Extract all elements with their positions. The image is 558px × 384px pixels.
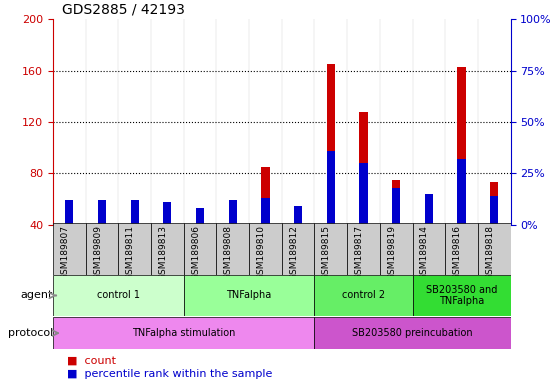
Bar xyxy=(65,200,74,225)
Text: GDS2885 / 42193: GDS2885 / 42193 xyxy=(62,3,185,17)
Bar xyxy=(392,180,400,225)
Bar xyxy=(347,223,380,275)
Bar xyxy=(458,67,465,225)
Bar xyxy=(184,223,217,275)
Bar xyxy=(53,275,184,316)
Text: GSM189812: GSM189812 xyxy=(289,225,298,280)
Bar xyxy=(196,208,204,225)
Text: TNFalpha: TNFalpha xyxy=(227,290,272,301)
Bar xyxy=(294,218,302,225)
Bar xyxy=(261,198,270,225)
Bar xyxy=(445,223,478,275)
Bar xyxy=(86,223,118,275)
Text: GSM189809: GSM189809 xyxy=(93,225,102,280)
Text: GSM189807: GSM189807 xyxy=(60,225,69,280)
Bar xyxy=(359,112,368,225)
Bar xyxy=(131,208,139,225)
Bar xyxy=(282,223,315,275)
Text: ■  percentile rank within the sample: ■ percentile rank within the sample xyxy=(67,369,272,379)
Bar xyxy=(53,223,86,275)
Bar xyxy=(184,275,315,316)
Bar xyxy=(65,205,74,225)
Bar xyxy=(131,200,139,225)
Text: GSM189815: GSM189815 xyxy=(322,225,331,280)
Bar xyxy=(490,182,498,225)
Bar xyxy=(229,221,237,225)
Bar xyxy=(425,202,433,225)
Text: GSM189808: GSM189808 xyxy=(224,225,233,280)
Text: GSM189806: GSM189806 xyxy=(191,225,200,280)
Text: TNFalpha stimulation: TNFalpha stimulation xyxy=(132,328,235,338)
Bar xyxy=(425,194,433,225)
Bar xyxy=(249,223,282,275)
Text: GSM189819: GSM189819 xyxy=(387,225,396,280)
Bar xyxy=(315,223,347,275)
Text: GSM189816: GSM189816 xyxy=(453,225,461,280)
Bar xyxy=(229,200,237,225)
Bar xyxy=(380,223,412,275)
Text: GSM189810: GSM189810 xyxy=(257,225,266,280)
Text: control 1: control 1 xyxy=(97,290,140,301)
Text: GSM189817: GSM189817 xyxy=(354,225,363,280)
Bar xyxy=(53,317,315,349)
Bar xyxy=(151,223,184,275)
Bar xyxy=(163,202,171,225)
Bar xyxy=(315,317,511,349)
Bar xyxy=(327,64,335,225)
Text: protocol: protocol xyxy=(8,328,53,338)
Bar xyxy=(98,200,106,225)
Bar xyxy=(261,167,270,225)
Bar xyxy=(478,223,511,275)
Text: agent: agent xyxy=(21,290,53,301)
Bar xyxy=(118,223,151,275)
Text: ■  count: ■ count xyxy=(67,355,116,365)
Bar xyxy=(315,275,412,316)
Bar xyxy=(217,223,249,275)
Bar xyxy=(412,275,511,316)
Bar xyxy=(412,223,445,275)
Bar xyxy=(458,159,465,225)
Text: GSM189811: GSM189811 xyxy=(126,225,134,280)
Bar xyxy=(327,151,335,225)
Bar xyxy=(359,163,368,225)
Bar xyxy=(163,207,171,225)
Text: SB203580 and
TNFalpha: SB203580 and TNFalpha xyxy=(426,285,497,306)
Bar xyxy=(294,206,302,225)
Bar xyxy=(196,222,204,225)
Text: GSM189813: GSM189813 xyxy=(158,225,167,280)
Text: GSM189814: GSM189814 xyxy=(420,225,429,280)
Text: SB203580 preincubation: SB203580 preincubation xyxy=(352,328,473,338)
Bar xyxy=(490,196,498,225)
Bar xyxy=(98,203,106,225)
Text: GSM189818: GSM189818 xyxy=(485,225,494,280)
Bar xyxy=(392,188,400,225)
Text: control 2: control 2 xyxy=(342,290,385,301)
